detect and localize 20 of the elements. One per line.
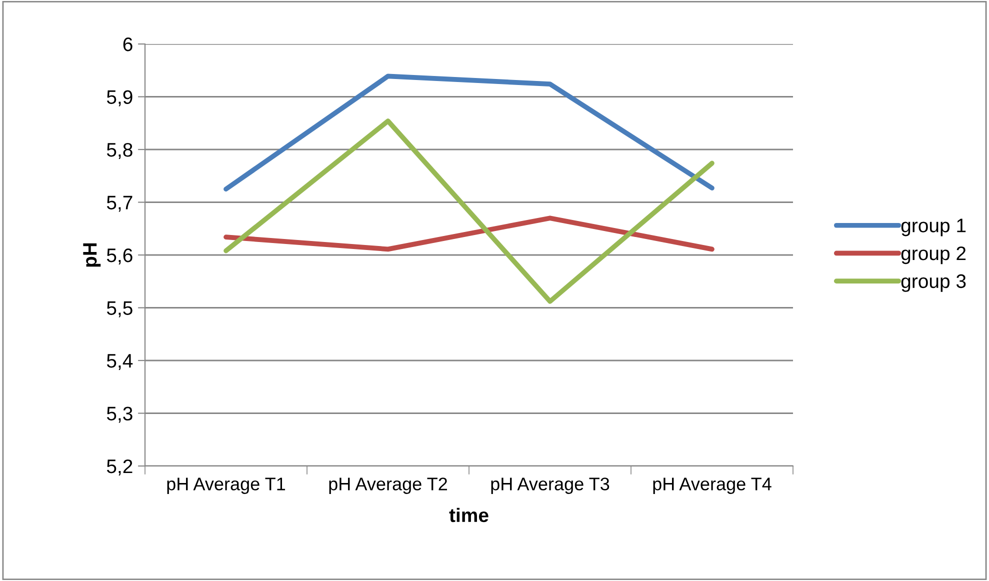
y-tick-label: 5,9	[106, 90, 132, 106]
y-tick-label: 5,7	[106, 196, 132, 212]
y-axis-title: pH	[83, 243, 101, 267]
x-tick-label: pH Average T3	[491, 478, 610, 494]
x-tick-label: pH Average T1	[167, 478, 286, 494]
y-tick-label: 5,4	[106, 354, 133, 370]
y-tick-label: 6	[123, 37, 132, 52]
y-tick-label: 5,6	[106, 248, 132, 265]
y-tick-label: 5,3	[106, 406, 132, 423]
y-tick-label: 5,5	[106, 301, 132, 318]
legend-label: group 2	[901, 246, 966, 264]
y-tick-label: 5,2	[106, 459, 132, 476]
x-axis-title: time	[449, 508, 488, 522]
line-series	[224, 74, 714, 192]
x-tick-label: pH Average T2	[329, 478, 447, 494]
y-tick-label: 5,8	[106, 142, 132, 160]
x-tick-label: pH Average T4	[653, 478, 772, 494]
legend-label: group 1	[901, 218, 966, 236]
legend-label: group 3	[901, 274, 966, 292]
line-series	[224, 118, 714, 304]
